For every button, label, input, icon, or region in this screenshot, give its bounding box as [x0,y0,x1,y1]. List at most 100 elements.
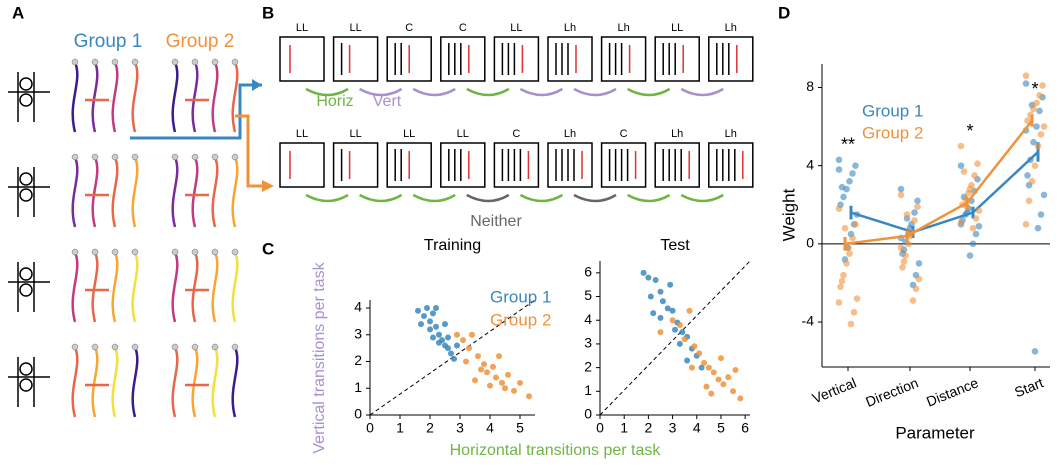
point [696,350,702,356]
step-label: LL [671,22,683,34]
step-box [602,143,646,187]
point [660,298,666,304]
point [691,343,697,349]
x-tick-label: Start [1012,374,1046,400]
point [670,317,676,323]
point [418,321,424,327]
point [1024,172,1031,179]
sketch [73,252,78,322]
point [689,365,695,371]
step-label: C [620,128,628,140]
sketch [192,249,198,255]
sketch [20,284,32,296]
step-box [280,143,324,187]
sketch [173,252,178,322]
point [976,207,983,214]
point [487,383,493,389]
sketch [112,59,118,65]
point [445,334,451,340]
step-label: Lh [725,22,737,34]
step-box [494,143,538,187]
point [427,326,433,332]
transition-arrow [681,195,723,201]
sketch [20,173,32,185]
x-tick-label: 4 [486,420,494,436]
point [1038,131,1045,138]
transition-arrow [467,89,509,95]
transition-arrow [520,89,562,95]
point [973,231,980,238]
sketch [20,268,32,280]
point [687,308,693,314]
point [430,334,436,340]
sketch [92,154,98,160]
sketch [172,59,178,65]
figure: A B C D Group 1 Group 2 Horiz Vert Neith… [0,0,1058,462]
point [716,376,722,382]
sketch [73,62,78,132]
panel-label: C [262,239,274,258]
legend-entry: Group 2 [490,310,551,329]
x-tick-label: Vertical [810,374,859,406]
sketch [92,344,98,350]
point [842,225,849,232]
y-tick-label: 4 [806,156,814,172]
sketch [92,59,98,65]
point [430,310,436,316]
point [725,374,731,380]
transition-arrow [628,195,670,201]
point [898,186,905,193]
point [961,168,968,175]
point [672,327,678,333]
point [910,297,917,304]
point [737,395,743,401]
point [484,369,490,375]
point [677,322,683,328]
transition-arrow [467,195,509,201]
point [839,184,846,191]
point [913,286,920,293]
panel-label: A [12,3,24,22]
sketch [212,59,218,65]
point [914,198,921,205]
y-tick-label: 1 [584,382,592,398]
sketch [232,59,238,65]
point [493,375,499,381]
transition-arrow [574,89,616,95]
point [902,252,909,259]
sketch [132,249,138,255]
y-tick-label: 8 [806,78,814,94]
point [679,329,685,335]
point [490,364,496,370]
point [849,235,856,242]
sketch [93,62,98,132]
step-label: LL [349,128,361,140]
point [1029,178,1036,185]
group-label: Group 1 [74,31,143,52]
point [682,336,688,342]
point [502,385,508,391]
sketch [232,249,238,255]
step-box [494,37,538,81]
point [730,388,736,394]
point [448,350,454,356]
point [1033,100,1040,107]
point [478,367,484,373]
transition-arrow [360,195,402,201]
sketch [133,252,138,322]
x-tick-label: 1 [620,420,628,436]
point [711,369,717,375]
point [848,321,855,328]
point [849,170,856,177]
sketch [20,94,32,106]
reference-line [600,261,750,415]
sketch [192,154,198,160]
y-tick-label: 4 [584,311,592,327]
sketch [213,347,218,417]
sketch [133,347,138,417]
step-label: C [405,22,413,34]
step-label: LL [296,128,308,140]
transition-arrow [574,195,616,201]
point [1023,80,1030,87]
point [836,156,843,163]
